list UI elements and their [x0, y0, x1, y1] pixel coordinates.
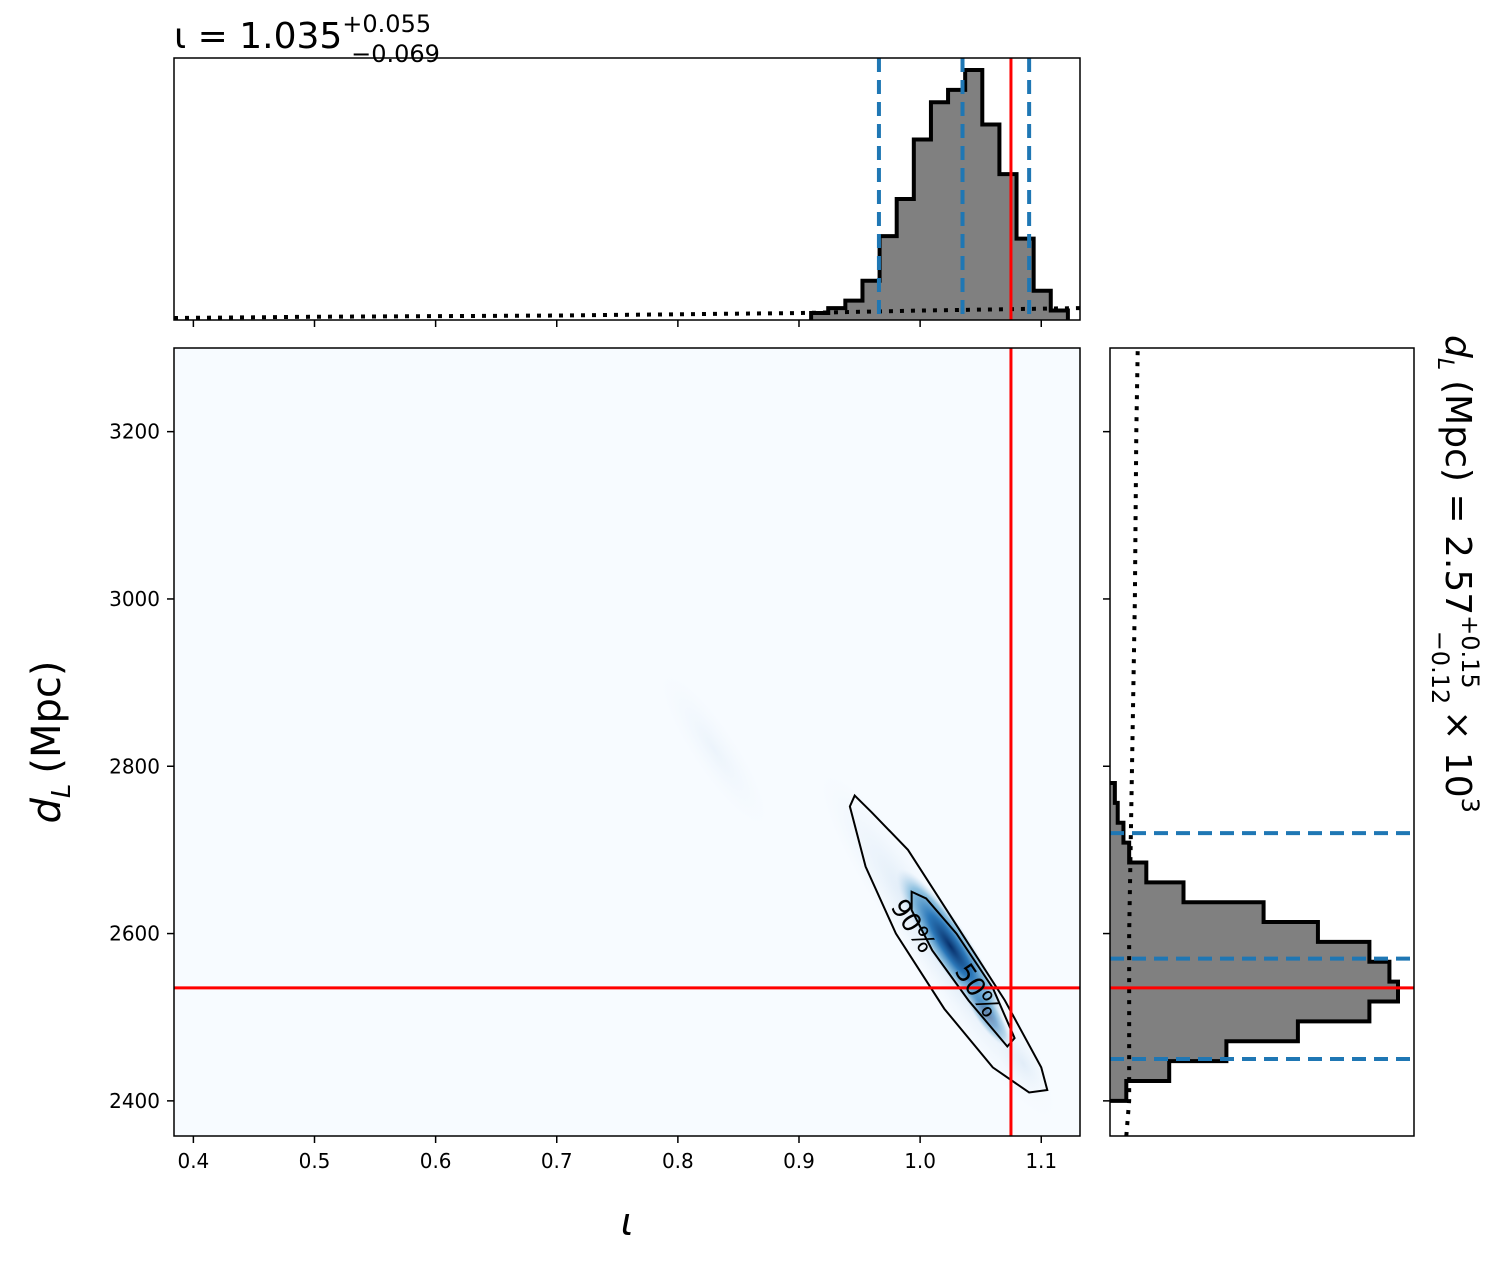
right-title: dL (Mpc) = 2.57+0.15−0.12 × 103: [1426, 335, 1484, 813]
x-tick-label-6: 1.0: [904, 1149, 936, 1173]
y-axis-ticks: 2400 2600 2800 3000 3200: [109, 420, 174, 1113]
right-title-exp: 3: [1456, 798, 1484, 813]
y-tick-label-4: 3200: [109, 420, 160, 444]
right-tick-marks: [1103, 430, 1110, 1102]
right-title-l: L: [1432, 358, 1457, 370]
density-halo-0: [660, 673, 768, 826]
joint-frame: [173, 347, 1081, 1137]
x-axis-ticks: 0.4 0.5 0.6 0.7 0.8 0.9 1.0 1.1: [177, 1136, 1057, 1173]
x-tick-label-5: 0.9: [783, 1149, 815, 1173]
y-tick-label-0: 2400: [109, 1089, 160, 1113]
top-prior-dotted: [174, 306, 1080, 320]
x-tick-label-3: 0.7: [541, 1149, 573, 1173]
right-title-tail: × 10: [1437, 710, 1478, 797]
top-title-sub: −0.069: [351, 40, 440, 68]
joint-panel: 90% 50% 0.4 0.5 0.6 0.7 0.8 0.9 1.0 1.1 2400260…: [24, 347, 1081, 1244]
x-axis-label: ι: [621, 1200, 634, 1244]
right-frame: [1109, 347, 1415, 1137]
contour-90: [848, 793, 1049, 1094]
x-tick-label-7: 1.1: [1025, 1149, 1057, 1173]
top-marginal-panel: ι = 1.035+0.055 −0.069: [173, 10, 1081, 327]
top-title: ι = 1.035+0.055 −0.069: [174, 10, 440, 68]
x-tick-label-1: 0.5: [299, 1149, 331, 1173]
right-marginal-panel: dL (Mpc) = 2.57+0.15−0.12 × 103: [1103, 335, 1484, 1137]
top-title-main: ι = 1.035: [174, 16, 342, 57]
right-prior-dotted: [1124, 348, 1140, 1136]
right-quantile-lines: [1110, 831, 1414, 1062]
right-title-sub: −0.12: [1426, 631, 1454, 705]
right-title-sup: +0.15: [1456, 615, 1484, 689]
right-title-d: d: [1437, 335, 1478, 359]
right-title-rest: (Mpc) = 2.57: [1437, 380, 1478, 615]
top-histogram: [809, 68, 1070, 320]
density-tail: [962, 979, 1012, 1047]
x-tick-label-4: 0.8: [662, 1149, 694, 1173]
x-tick-label-2: 0.6: [420, 1149, 452, 1173]
joint-background: [174, 348, 1080, 1136]
top-title-sup: +0.055: [342, 10, 431, 38]
y-tick-label-1: 2600: [109, 922, 160, 946]
y-tick-label-3: 3000: [109, 587, 160, 611]
y-tick-label-2: 2800: [109, 754, 160, 778]
y-label-unit: (Mpc): [24, 661, 70, 774]
y-label-sub: L: [47, 784, 77, 799]
top-tick-marks: [192, 320, 1042, 327]
x-tick-label-0: 0.4: [177, 1149, 209, 1173]
y-label-d: d: [24, 798, 70, 824]
top-frame: [173, 57, 1081, 321]
y-axis-label: dL (Mpc): [24, 661, 77, 824]
density-blobs: [660, 673, 1056, 1118]
right-histogram: [1110, 780, 1400, 1103]
